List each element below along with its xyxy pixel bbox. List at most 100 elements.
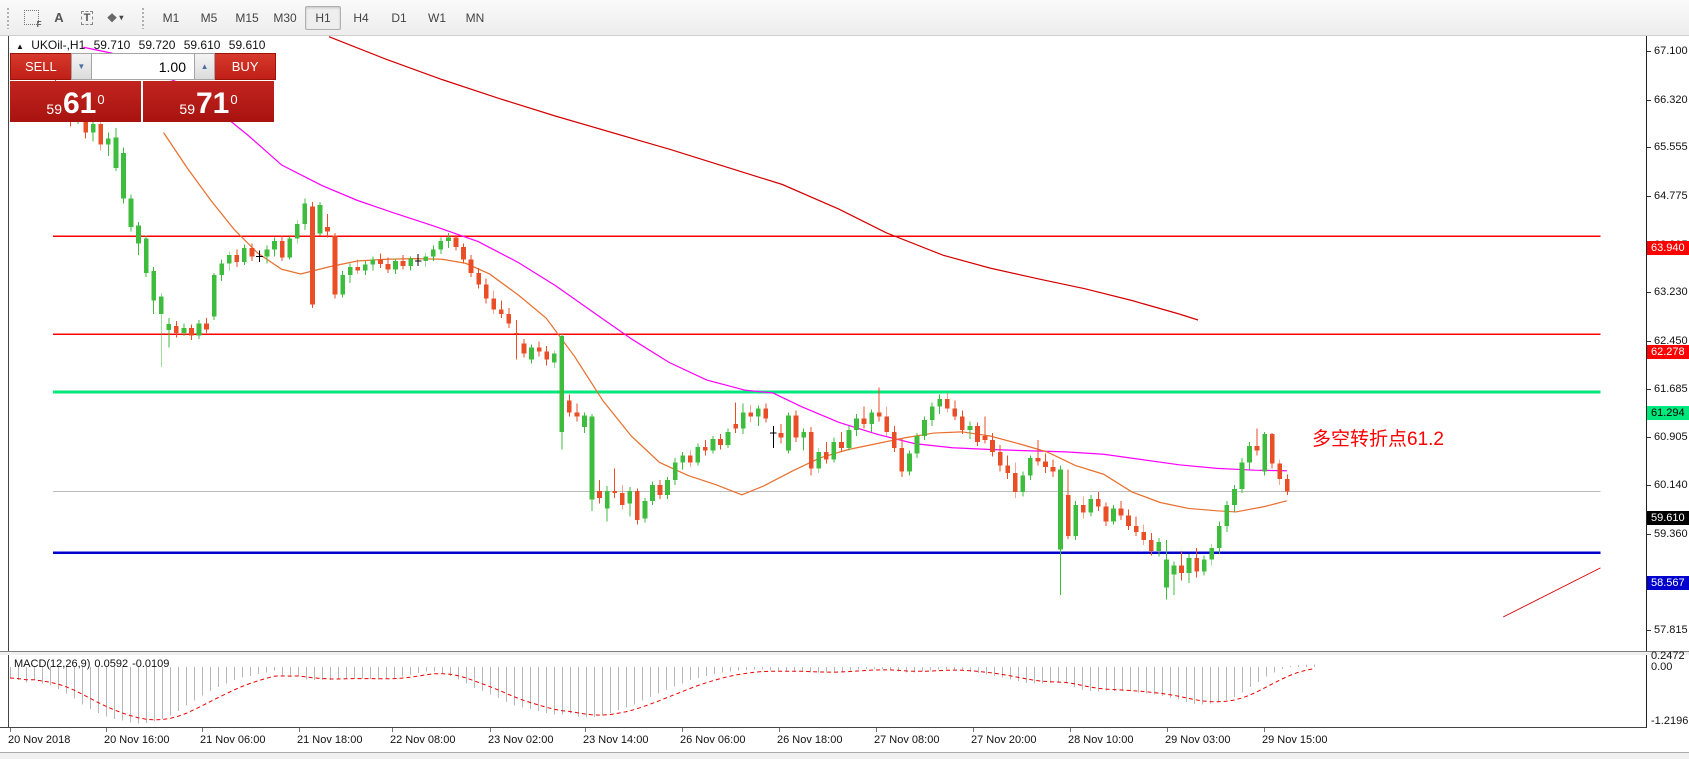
time-tick-mark <box>585 728 586 732</box>
horizontal-level-lines <box>53 235 1601 555</box>
quote-close: 59.610 <box>228 38 266 52</box>
time-axis-label: 26 Nov 18:00 <box>777 734 843 746</box>
buy-price-base: 59 <box>179 101 195 117</box>
sell-price-box[interactable]: 59 61 0 <box>10 81 141 122</box>
time-axis-label: 21 Nov 18:00 <box>297 734 363 746</box>
time-tick-mark <box>779 728 780 732</box>
volume-decrease-button[interactable]: ▼ <box>70 53 92 80</box>
time-axis-label: 29 Nov 03:00 <box>1165 734 1231 746</box>
time-axis-label: 28 Nov 10:00 <box>1068 734 1134 746</box>
time-tick-mark <box>106 728 107 732</box>
price-tick-label: 63.230 <box>1647 286 1689 299</box>
timeframe-button-MN[interactable]: MN <box>465 10 485 25</box>
buy-price-big: 71 <box>195 87 230 120</box>
macd-axis: 0.2472 0.00 -1.2196 <box>1647 650 1689 727</box>
timeframe-button-M5[interactable]: M5 <box>200 10 218 25</box>
toolbar: F A T ❖ ▾ M1 M5 M15 M30 H1 H4 D1 W1 MN <box>0 0 1689 36</box>
timeframe-button-W1[interactable]: W1 <box>428 10 446 25</box>
price-level-badge: 62.278 <box>1647 344 1689 359</box>
sell-price-base: 59 <box>46 101 62 117</box>
timeframe-buttons: M1 M5 M15 M30 H1 H4 D1 W1 MN <box>152 5 494 30</box>
time-axis-label: 21 Nov 06:00 <box>200 734 266 746</box>
price-chart-svg <box>53 36 1601 618</box>
quote-low: 59.610 <box>183 38 221 52</box>
macd-histogram <box>10 664 1315 724</box>
quote-header: ▲ UKOil-,H1 59.710 59.720 59.610 59.610 <box>16 38 270 52</box>
time-tick-mark <box>876 728 877 732</box>
time-tick-mark <box>1264 728 1265 732</box>
time-tick-mark <box>299 728 300 732</box>
time-tick-mark <box>392 728 393 732</box>
buy-price-sup: 0 <box>230 92 238 107</box>
time-tick-mark <box>1167 728 1168 732</box>
slow-ma-line <box>328 36 1199 321</box>
price-level-badge: 63.940 <box>1647 241 1689 256</box>
price-tick-label: 66.320 <box>1647 94 1689 107</box>
chart-canvas[interactable]: ▲ UKOil-,H1 59.710 59.720 59.610 59.610 … <box>0 36 1647 651</box>
shapes-tool-icon[interactable]: ❖ ▾ <box>106 10 124 25</box>
drawing-tools-group: F A T ❖ ▾ <box>0 4 135 32</box>
one-click-trading-panel: SELL ▼ ▲ BUY 59 61 0 59 71 0 <box>10 53 276 122</box>
plot-left-border <box>8 36 9 651</box>
text-tool-icon[interactable]: T <box>73 5 101 31</box>
fibonacci-tool-icon[interactable]: F <box>17 5 45 31</box>
buy-button[interactable]: BUY <box>215 53 276 80</box>
trendline <box>1502 567 1601 618</box>
sell-button[interactable]: SELL <box>10 53 71 80</box>
macd-left-border <box>8 655 9 727</box>
timeframe-button-M1[interactable]: M1 <box>162 10 180 25</box>
buy-price-box[interactable]: 59 71 0 <box>143 81 274 122</box>
timeframe-button-M15[interactable]: M15 <box>235 10 259 25</box>
time-axis-label: 20 Nov 2018 <box>8 734 71 746</box>
toolbar-drag-handle[interactable] <box>6 6 11 29</box>
time-axis-label: 23 Nov 14:00 <box>583 734 649 746</box>
timeframe-button-H1[interactable]: H1 <box>305 5 341 30</box>
time-tick-mark <box>202 728 203 732</box>
macd-pane[interactable]: MACD(12,26,9) 0.0592 -0.0109 <box>0 655 1647 728</box>
time-tick-mark <box>1070 728 1071 732</box>
timeframe-button-M30[interactable]: M30 <box>273 10 297 25</box>
price-tick-label: 61.685 <box>1647 383 1689 396</box>
time-tick-mark <box>490 728 491 732</box>
price-axis[interactable]: 67.10066.32065.55564.77563.99563.23062.4… <box>1647 36 1689 651</box>
time-axis-label: 26 Nov 06:00 <box>680 734 746 746</box>
price-level-badge: 61.294 <box>1647 406 1689 420</box>
text-label-tool-icon[interactable]: A <box>54 10 64 25</box>
macd-signal-line <box>9 668 1315 721</box>
macd-scale-label: -1.2196 <box>1651 714 1689 727</box>
price-tick-label: 59.360 <box>1647 528 1689 541</box>
price-tick-label: 60.905 <box>1647 431 1689 444</box>
drawing-tool-buttons: F A T ❖ ▾ <box>17 5 129 31</box>
timeframe-button-D1[interactable]: D1 <box>391 10 407 25</box>
time-axis-label: 20 Nov 16:00 <box>104 734 170 746</box>
sell-price-big: 61 <box>62 87 97 120</box>
macd-indicator-label: MACD(12,26,9) 0.0592 -0.0109 <box>14 658 173 670</box>
price-tick-label: 67.100 <box>1647 45 1689 58</box>
time-tick-mark <box>682 728 683 732</box>
candles-layer <box>53 79 1290 600</box>
timeframe-button-H4[interactable]: H4 <box>353 10 369 25</box>
time-axis-label: 22 Nov 08:00 <box>390 734 456 746</box>
price-level-badge: 59.610 <box>1647 511 1689 525</box>
expand-triangle-icon[interactable]: ▲ <box>16 42 24 51</box>
chart-annotation-text: 多空转折点61.2 <box>1312 429 1444 450</box>
price-tick-label: 57.815 <box>1647 624 1689 637</box>
time-axis-label: 29 Nov 15:00 <box>1262 734 1328 746</box>
volume-increase-button[interactable]: ▲ <box>194 53 216 80</box>
price-level-badge: 58.567 <box>1647 576 1689 591</box>
bottom-window-edge <box>0 752 1689 759</box>
sell-price-sup: 0 <box>97 92 105 107</box>
price-tick-label: 62.450 <box>1647 335 1689 348</box>
time-axis[interactable]: 20 Nov 2018 20 Nov 16:00 21 Nov 06:00 21 No… <box>0 728 1689 752</box>
price-tick-label: 64.775 <box>1647 190 1689 203</box>
quote-high: 59.720 <box>138 38 176 52</box>
timeframe-group: M1 M5 M15 M30 H1 H4 D1 W1 MN <box>135 4 500 32</box>
macd-value: 0.0592 <box>94 658 129 670</box>
macd-scale-label: 0.2472 <box>1651 650 1685 663</box>
macd-svg <box>9 664 1315 724</box>
volume-input[interactable] <box>92 53 194 80</box>
time-tick-mark <box>10 728 11 732</box>
toolbar-drag-handle-2[interactable] <box>141 6 146 29</box>
macd-name: MACD(12,26,9) <box>14 658 91 670</box>
